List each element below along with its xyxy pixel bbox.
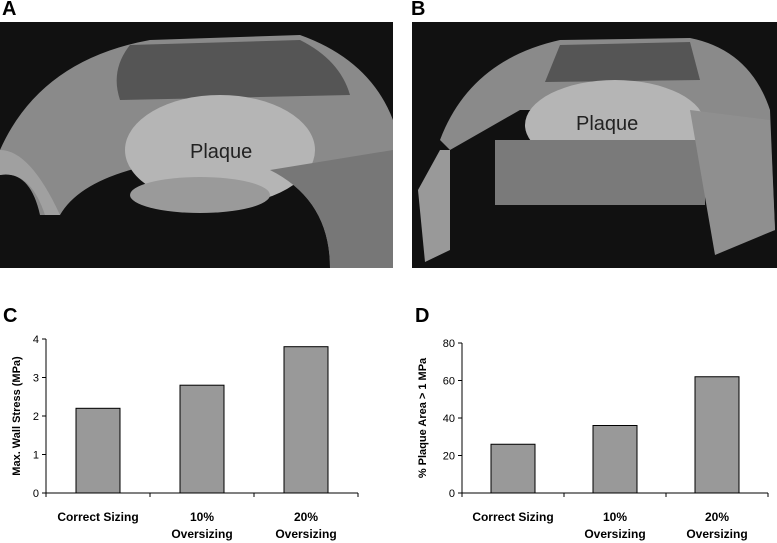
bar xyxy=(694,376,740,494)
image-label: Plaque xyxy=(190,141,252,163)
x-tick-label: Correct Sizing xyxy=(57,510,138,524)
x-tick-label-line: Correct Sizing xyxy=(57,510,138,524)
y-tick-label: 4 xyxy=(33,334,39,346)
y-tick-label: 0 xyxy=(33,488,39,500)
panel-label: D xyxy=(415,305,429,327)
x-tick-label-line: 10% xyxy=(603,510,627,524)
x-tick-label-line: 10% xyxy=(190,510,214,524)
y-axis-title: % Plaque Area > 1 MPa xyxy=(417,357,429,478)
x-tick-label: 20% Oversizing xyxy=(275,510,336,541)
image-b: Plaque xyxy=(412,22,777,268)
x-tick-label: Correct Sizing xyxy=(472,510,553,524)
y-tick-label: 20 xyxy=(443,451,455,463)
panel-label: B xyxy=(411,0,425,20)
x-tick-label: 20% Oversizing xyxy=(686,510,747,541)
panel-label: A xyxy=(2,0,16,20)
x-tick-label-line: Oversizing xyxy=(686,527,747,541)
y-tick-label: 1 xyxy=(33,450,39,462)
x-tick-label-line: 20% xyxy=(294,510,318,524)
y-axis-title: Max. Wall Stress (MPa) xyxy=(11,356,23,476)
y-tick-label: 60 xyxy=(443,376,455,388)
bar xyxy=(283,346,329,494)
bar xyxy=(490,443,536,494)
x-tick-label-line: Oversizing xyxy=(584,527,645,541)
y-tick-label: 0 xyxy=(449,488,455,500)
x-tick-label: 10% Oversizing xyxy=(171,510,232,541)
x-tick-label-line: Correct Sizing xyxy=(472,510,553,524)
y-tick-label: 3 xyxy=(33,373,39,385)
y-tick-label: 2 xyxy=(33,411,39,423)
panel-label: C xyxy=(3,305,17,327)
y-tick-label: 40 xyxy=(443,413,455,425)
x-tick-label-line: 20% xyxy=(705,510,729,524)
bar xyxy=(179,384,225,494)
y-tick-label: 80 xyxy=(443,338,455,350)
x-tick-label: 10% Oversizing xyxy=(584,510,645,541)
x-tick-label-line: Oversizing xyxy=(171,527,232,541)
image-a: Plaque xyxy=(0,22,393,268)
x-tick-label-line: Oversizing xyxy=(275,527,336,541)
bar xyxy=(75,407,121,494)
image-label: Plaque xyxy=(576,113,638,135)
bar xyxy=(592,425,638,494)
